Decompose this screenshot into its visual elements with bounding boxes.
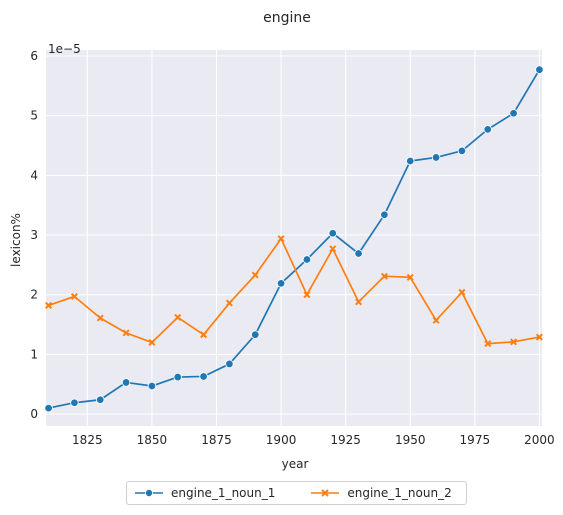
x-tick-label: 1825 (72, 433, 103, 447)
y-tick-label: 0 (30, 407, 38, 421)
data-point (276, 279, 286, 288)
series-layer (44, 65, 544, 413)
data-point (431, 153, 441, 162)
axis-ticks: 1825 1850 1875 1900 1925 1950 1975 2000 0 1 2 3 4 5 6 (30, 49, 554, 447)
y-axis-multiplier: 1e−5 (48, 42, 81, 56)
data-point (484, 340, 492, 348)
x-tick-label: 1850 (137, 433, 168, 447)
data-point (96, 314, 104, 322)
data-point (302, 255, 312, 264)
data-point (225, 359, 234, 369)
data-point (225, 299, 233, 307)
data-point (380, 210, 389, 219)
y-tick-label: 1 (30, 347, 38, 361)
data-point (509, 109, 518, 118)
data-point (70, 398, 79, 407)
y-axis-label: lexicon% (9, 213, 23, 267)
series-2 (45, 235, 543, 348)
x-tick-label: 1925 (330, 433, 361, 447)
data-point (303, 291, 311, 299)
series-line (48, 69, 541, 409)
x-tick-label: 1875 (201, 433, 232, 447)
legend-item-series-2: engine_1_noun_2 (309, 486, 452, 500)
legend-label-series-2: engine_1_noun_2 (347, 486, 452, 500)
y-tick-label: 5 (30, 109, 38, 123)
data-point (328, 229, 337, 238)
data-point (199, 372, 208, 381)
data-point (329, 245, 337, 253)
data-point (380, 272, 388, 280)
data-point (45, 301, 53, 309)
data-point (277, 235, 285, 243)
data-point (251, 271, 259, 279)
data-point (406, 156, 415, 166)
data-point (406, 273, 414, 281)
legend: engine_1_noun_1 engine_1_noun_2 (126, 481, 467, 505)
data-point (535, 333, 543, 341)
data-point (355, 298, 363, 306)
x-tick-label: 1975 (460, 433, 491, 447)
data-point (174, 313, 182, 321)
x-tick-label: 1900 (266, 433, 297, 447)
chart-title: engine (263, 10, 311, 26)
data-point (173, 372, 182, 382)
data-point (122, 329, 130, 337)
data-point (70, 292, 78, 300)
data-point (458, 288, 466, 296)
y-tick-label: 3 (30, 228, 38, 242)
plot-area (46, 50, 542, 426)
legend-marker-circle-icon (135, 489, 163, 497)
data-point (354, 249, 363, 258)
series-1 (44, 65, 544, 413)
legend-marker-x-icon (311, 489, 340, 497)
x-axis-label: year (282, 457, 309, 471)
y-tick-label: 4 (30, 168, 38, 182)
y-tick-label: 2 (30, 288, 38, 302)
data-point (121, 378, 131, 387)
data-point (200, 331, 208, 339)
data-point (251, 330, 260, 339)
data-point (148, 338, 156, 346)
data-point (432, 316, 440, 324)
data-point (44, 403, 53, 413)
legend-label-series-1: engine_1_noun_1 (171, 486, 276, 500)
x-tick-label: 2000 (524, 433, 555, 447)
y-tick-label: 6 (30, 49, 38, 63)
data-point (96, 395, 105, 404)
legend-item-series-1: engine_1_noun_1 (133, 486, 275, 500)
x-tick-label: 1950 (395, 433, 426, 447)
data-point (510, 338, 518, 346)
grid-lines (46, 50, 542, 426)
data-point (535, 65, 544, 74)
data-point (147, 381, 157, 391)
data-point (457, 146, 467, 156)
data-point (483, 125, 492, 134)
series-line (48, 237, 540, 345)
